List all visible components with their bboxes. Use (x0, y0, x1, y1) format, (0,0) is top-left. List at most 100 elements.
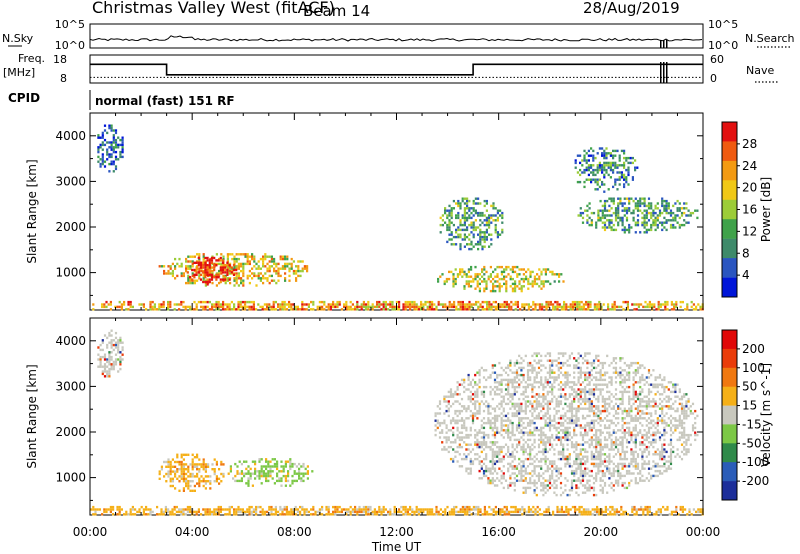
data-cell (548, 364, 552, 367)
data-cell (518, 280, 521, 283)
data-cell (478, 429, 481, 432)
data-cell (623, 486, 626, 490)
data-cell (546, 465, 549, 468)
data-cell (524, 395, 527, 398)
data-cell (459, 202, 462, 205)
data-cell (562, 395, 565, 398)
data-cell (598, 168, 601, 172)
data-cell (529, 431, 532, 434)
data-cell (518, 417, 521, 420)
data-cell (282, 465, 285, 468)
data-cell (540, 376, 543, 379)
data-cell (237, 267, 240, 270)
data-cell (581, 474, 585, 478)
data-cell (632, 199, 635, 203)
data-cell (542, 400, 545, 403)
data-cell (508, 308, 511, 311)
data-cell (480, 450, 483, 454)
data-cell (196, 468, 199, 471)
data-cell (524, 472, 527, 475)
data-cell (601, 453, 604, 456)
data-cell (498, 414, 501, 418)
data-cell (461, 268, 464, 271)
data-cell (235, 257, 238, 261)
data-cell (525, 303, 528, 306)
data-cell (507, 417, 510, 420)
data-cell (182, 274, 185, 278)
data-cell (557, 469, 560, 473)
data-cell (579, 207, 582, 210)
data-cell (601, 400, 604, 403)
data-cell (546, 467, 549, 470)
data-cell (482, 376, 486, 379)
data-cell (195, 268, 198, 272)
data-cell (518, 383, 521, 386)
data-cell (466, 243, 469, 246)
data-cell (621, 419, 624, 422)
data-cell (236, 465, 239, 468)
data-cell (546, 484, 549, 487)
data-cell (645, 445, 648, 449)
data-cell (514, 265, 517, 269)
data-cell (202, 460, 205, 464)
data-cell (467, 472, 470, 475)
data-cell (443, 395, 446, 398)
data-cell (174, 265, 177, 268)
data-cell (493, 441, 497, 444)
data-cell (615, 305, 618, 309)
data-cell (520, 268, 523, 271)
data-cell (351, 308, 354, 311)
data-cell (535, 429, 538, 432)
data-cell (488, 305, 491, 309)
data-cell (590, 441, 593, 444)
data-cell (623, 149, 626, 153)
data-cell (293, 470, 296, 473)
data-cell (563, 305, 566, 309)
data-cell (549, 270, 552, 274)
data-cell (524, 426, 527, 430)
data-cell (114, 331, 118, 335)
data-cell (494, 207, 497, 210)
data-cell (639, 448, 642, 451)
data-cell (509, 436, 512, 439)
data-cell (224, 278, 227, 281)
data-cell (579, 168, 582, 172)
data-cell (645, 412, 648, 415)
data-cell (556, 308, 559, 311)
data-cell (599, 431, 602, 434)
data-cell (500, 270, 503, 274)
data-cell (627, 171, 630, 174)
data-cell (617, 484, 620, 487)
data-cell (558, 273, 561, 276)
data-cell (489, 385, 492, 389)
data-cell (459, 300, 462, 304)
data-cell (321, 300, 324, 304)
data-cell (487, 479, 490, 482)
data-cell (110, 141, 113, 144)
data-cell (398, 303, 401, 306)
data-cell (583, 168, 586, 172)
data-cell (601, 388, 604, 391)
data-cell (577, 455, 580, 458)
data-cell (540, 441, 543, 444)
data-cell (228, 303, 231, 306)
data-cell (474, 373, 477, 377)
data-cell (533, 275, 536, 278)
data-cell (470, 280, 473, 283)
data-cell (689, 211, 692, 215)
data-cell (672, 226, 675, 229)
data-cell (574, 305, 577, 309)
data-cell (459, 235, 462, 239)
data-cell (264, 253, 267, 256)
data-cell (557, 366, 560, 370)
data-cell (548, 467, 552, 470)
data-cell (452, 235, 455, 239)
data-cell (109, 303, 112, 306)
data-cell (570, 481, 574, 485)
data-cell (603, 460, 607, 463)
data-cell (535, 371, 538, 374)
data-cell (537, 359, 541, 362)
data-cell (290, 265, 293, 268)
data-cell (570, 381, 574, 384)
data-cell (232, 477, 235, 480)
